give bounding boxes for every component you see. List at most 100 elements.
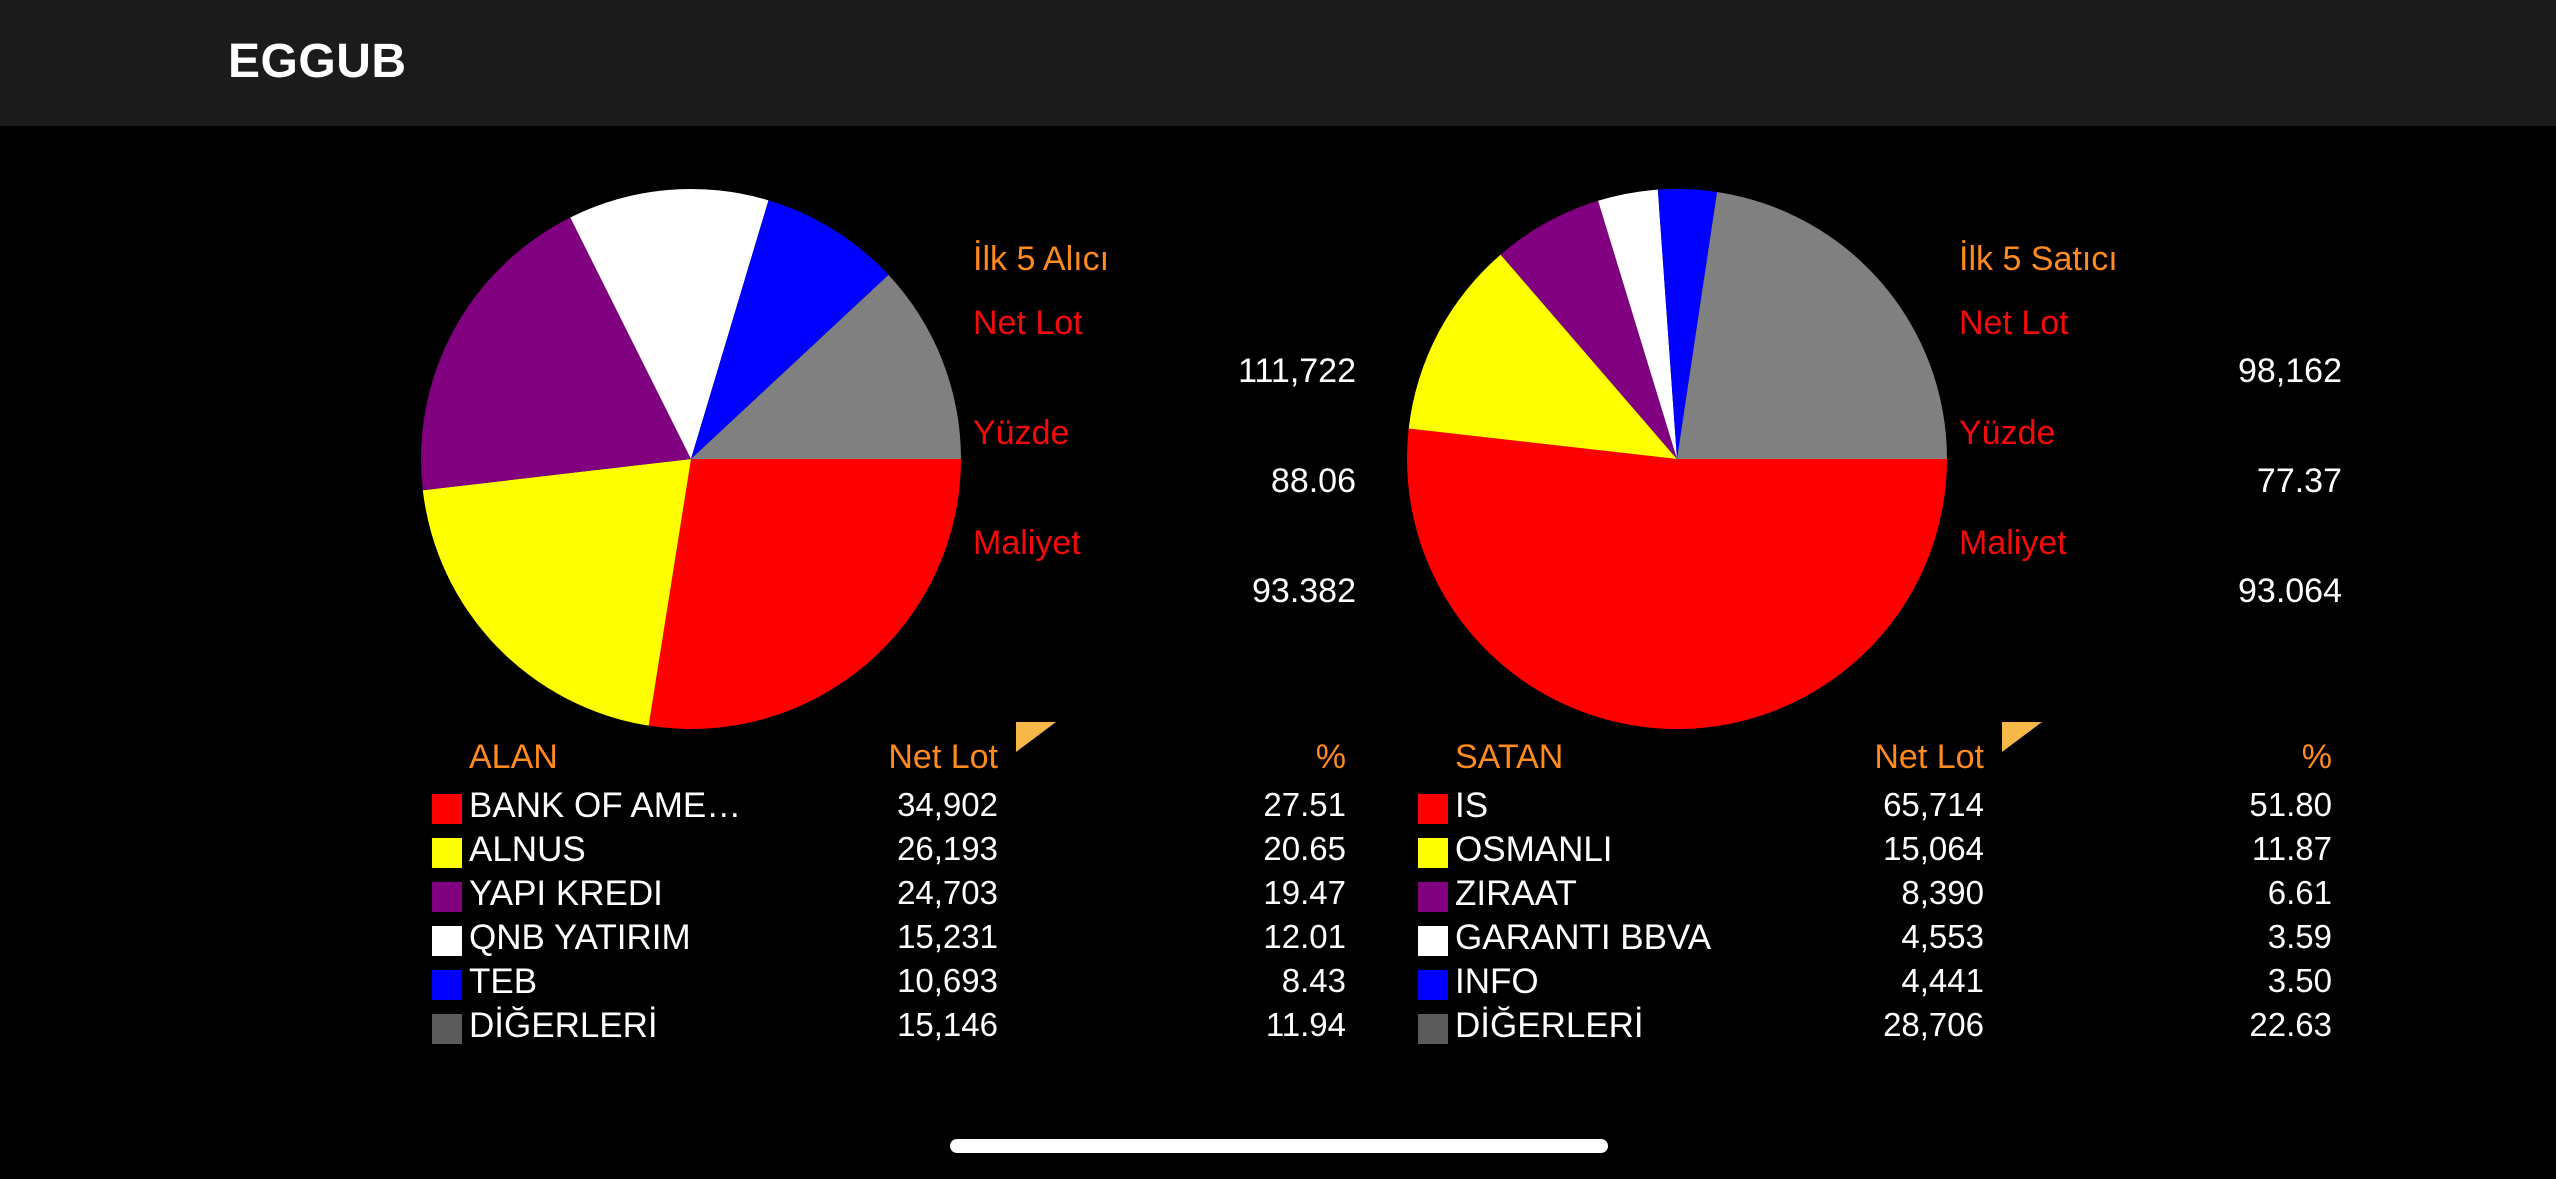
net-lot-cell: 4,553 bbox=[1901, 918, 1984, 955]
legend-swatch bbox=[1418, 1014, 1448, 1044]
percent-cell: 6.61 bbox=[2267, 874, 2332, 911]
legend-swatch bbox=[1418, 970, 1448, 1000]
sellers-panel: İlk 5 Satıcı Net Lot 98,162 Yüzde 77.37 … bbox=[1396, 126, 2396, 1086]
sort-indicator-icon[interactable] bbox=[1016, 722, 1056, 752]
table-row[interactable]: TEB 10,693 8.43 bbox=[420, 962, 1356, 1006]
legend-swatch bbox=[432, 970, 462, 1000]
table-row[interactable]: DİĞERLERİ 15,146 11.94 bbox=[420, 1006, 1356, 1050]
broker-name: IS bbox=[1455, 786, 1489, 825]
net-lot-column-header[interactable]: Net Lot bbox=[1874, 738, 1984, 776]
percent-cell: 11.87 bbox=[2251, 830, 2332, 867]
net-lot-value: 111,722 bbox=[1238, 352, 1356, 390]
broker-name: GARANTI BBVA bbox=[1455, 918, 1712, 957]
pie-slice bbox=[648, 459, 961, 729]
name-column-header[interactable]: ALAN bbox=[469, 738, 558, 776]
table-row[interactable]: IS 65,714 51.80 bbox=[1406, 786, 2342, 830]
legend-swatch bbox=[432, 794, 462, 824]
percent-cell: 3.59 bbox=[2267, 918, 2332, 955]
legend-swatch bbox=[432, 838, 462, 868]
name-column-header[interactable]: SATAN bbox=[1455, 738, 1564, 776]
broker-name: YAPI KREDI bbox=[469, 874, 663, 913]
buyers-rows: BANK OF AME… 34,902 27.51 ALNUS 26,193 20.65 Y… bbox=[420, 786, 1356, 1050]
percent-cell: 51.80 bbox=[2249, 786, 2332, 823]
pie-slice bbox=[1407, 428, 1947, 730]
legend-swatch bbox=[432, 926, 462, 956]
net-lot-cell: 10,693 bbox=[897, 962, 998, 999]
percent-cell: 22.63 bbox=[2249, 1006, 2332, 1043]
pct-column-header[interactable]: % bbox=[1315, 738, 1346, 776]
table-row[interactable]: OSMANLI 15,064 11.87 bbox=[1406, 830, 2342, 874]
pie-slice bbox=[570, 189, 769, 459]
pie-slice bbox=[421, 217, 691, 491]
table-row[interactable]: GARANTI BBVA 4,553 3.59 bbox=[1406, 918, 2342, 962]
app-header: EGGUB bbox=[0, 0, 2556, 126]
percent-cell: 11.94 bbox=[1265, 1006, 1346, 1043]
net-lot-cell: 65,714 bbox=[1883, 786, 1984, 823]
pct-label: Yüzde bbox=[1959, 414, 2056, 452]
percent-cell: 8.43 bbox=[1281, 962, 1346, 999]
legend-swatch bbox=[1418, 926, 1448, 956]
pie-slice bbox=[691, 200, 889, 459]
pie-slice bbox=[1598, 189, 1677, 460]
percent-cell: 20.65 bbox=[1263, 830, 1346, 867]
net-lot-cell: 15,064 bbox=[1883, 830, 1984, 867]
table-row[interactable]: DİĞERLERİ 28,706 22.63 bbox=[1406, 1006, 2342, 1050]
net-lot-cell: 28,706 bbox=[1883, 1006, 1984, 1043]
pie-slice bbox=[691, 274, 961, 459]
broker-name: TEB bbox=[469, 962, 538, 1001]
pct-value: 88.06 bbox=[1270, 462, 1356, 500]
legend-swatch bbox=[432, 882, 462, 912]
table-row[interactable]: YAPI KREDI 24,703 19.47 bbox=[420, 874, 1356, 918]
broker-name: OSMANLI bbox=[1455, 830, 1613, 869]
broker-name: QNB YATIRIM bbox=[469, 918, 691, 957]
pct-value: 77.37 bbox=[2256, 462, 2342, 500]
broker-name: ALNUS bbox=[469, 830, 586, 869]
net-lot-cell: 24,703 bbox=[897, 874, 998, 911]
pie-slice bbox=[422, 459, 691, 726]
buyers-summary-title: İlk 5 Alıcı bbox=[973, 240, 1110, 278]
pie-slice bbox=[1408, 254, 1677, 459]
legend-swatch bbox=[1418, 838, 1448, 868]
net-lot-label: Net Lot bbox=[973, 304, 1083, 342]
legend-swatch bbox=[432, 1014, 462, 1044]
net-lot-cell: 34,902 bbox=[897, 786, 998, 823]
broker-name: DİĞERLERİ bbox=[469, 1006, 658, 1045]
home-indicator[interactable] bbox=[950, 1139, 1608, 1153]
net-lot-cell: 26,193 bbox=[897, 830, 998, 867]
percent-cell: 27.51 bbox=[1263, 786, 1346, 823]
page-title: EGGUB bbox=[228, 35, 407, 88]
buyers-panel: İlk 5 Alıcı Net Lot 111,722 Yüzde 88.06 … bbox=[410, 126, 1410, 1086]
pct-label: Yüzde bbox=[973, 414, 1070, 452]
table-row[interactable]: ZIRAAT 8,390 6.61 bbox=[1406, 874, 2342, 918]
legend-swatch bbox=[1418, 794, 1448, 824]
net-lot-value: 98,162 bbox=[2238, 352, 2342, 390]
net-lot-cell: 15,231 bbox=[897, 918, 998, 955]
net-lot-column-header[interactable]: Net Lot bbox=[888, 738, 998, 776]
buyers-pie-chart bbox=[421, 189, 961, 729]
pie-slice bbox=[1657, 189, 1718, 459]
cost-label: Maliyet bbox=[1959, 524, 2067, 562]
percent-cell: 12.01 bbox=[1263, 918, 1346, 955]
net-lot-cell: 4,441 bbox=[1901, 962, 1984, 999]
percent-cell: 3.50 bbox=[2267, 962, 2332, 999]
broker-name: BANK OF AME… bbox=[469, 786, 742, 825]
pie-slice bbox=[1500, 200, 1677, 460]
broker-name: INFO bbox=[1455, 962, 1539, 1001]
table-row[interactable]: INFO 4,441 3.50 bbox=[1406, 962, 2342, 1006]
broker-name: DİĞERLERİ bbox=[1455, 1006, 1644, 1045]
legend-swatch bbox=[1418, 882, 1448, 912]
percent-cell: 19.47 bbox=[1263, 874, 1346, 911]
pie-slice bbox=[1677, 191, 1947, 460]
sellers-rows: IS 65,714 51.80 OSMANLI 15,064 11.87 ZIRAAT 8,3… bbox=[1406, 786, 2342, 1050]
sellers-summary-title: İlk 5 Satıcı bbox=[1959, 240, 2118, 278]
net-lot-label: Net Lot bbox=[1959, 304, 2069, 342]
cost-value: 93.064 bbox=[2238, 572, 2342, 610]
sellers-pie-chart bbox=[1407, 189, 1947, 730]
table-row[interactable]: BANK OF AME… 34,902 27.51 bbox=[420, 786, 1356, 830]
pct-column-header[interactable]: % bbox=[2301, 738, 2332, 776]
cost-value: 93.382 bbox=[1252, 572, 1356, 610]
net-lot-cell: 8,390 bbox=[1901, 874, 1984, 911]
table-row[interactable]: ALNUS 26,193 20.65 bbox=[420, 830, 1356, 874]
sort-indicator-icon[interactable] bbox=[2002, 722, 2042, 752]
table-row[interactable]: QNB YATIRIM 15,231 12.01 bbox=[420, 918, 1356, 962]
